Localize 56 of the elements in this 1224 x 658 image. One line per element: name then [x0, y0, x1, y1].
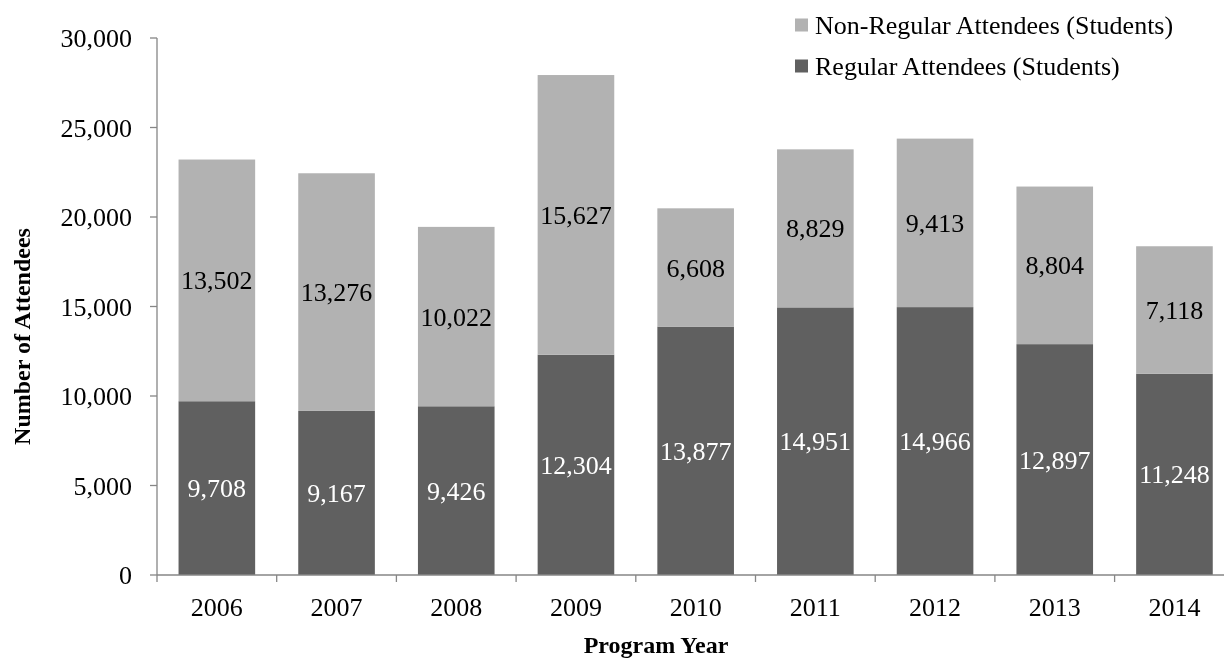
x-tick-label: 2008 — [430, 593, 483, 623]
y-tick-label: 0 — [119, 561, 132, 591]
bar — [417, 406, 495, 575]
data-label: 10,022 — [420, 302, 492, 332]
x-tick-label: 2006 — [190, 593, 243, 623]
data-label: 9,167 — [307, 479, 366, 509]
data-label: 13,276 — [300, 278, 373, 308]
data-label: 13,877 — [659, 436, 732, 466]
bar — [178, 159, 256, 402]
bar — [1136, 246, 1213, 374]
legend-label: Regular Attendees (Students) — [815, 52, 1120, 82]
data-label: 8,804 — [1025, 251, 1084, 281]
legend-label: Non-Regular Attendees (Students) — [815, 11, 1174, 41]
bar — [1016, 186, 1094, 345]
bar — [657, 208, 734, 327]
y-tick-label: 20,000 — [60, 203, 132, 233]
bar — [1136, 373, 1213, 575]
x-axis-title: Program Year — [583, 632, 729, 658]
data-label: 11,248 — [1139, 460, 1210, 490]
bar — [298, 173, 375, 411]
x-tick-label: 2013 — [1028, 593, 1081, 623]
data-label: 13,502 — [181, 266, 253, 296]
data-label: 12,897 — [1019, 445, 1091, 475]
y-tick-label: 15,000 — [60, 292, 132, 322]
bar — [537, 354, 615, 575]
y-tick-label: 10,000 — [60, 382, 132, 412]
data-label: 14,966 — [899, 427, 971, 457]
bar — [657, 326, 734, 575]
x-tick-label: 2009 — [549, 593, 602, 623]
bar — [1016, 344, 1094, 575]
y-tick-label: 30,000 — [60, 24, 132, 54]
x-tick-label: 2014 — [1148, 593, 1201, 623]
y-tick-label: 25,000 — [60, 113, 132, 143]
data-label: 9,413 — [905, 208, 965, 238]
data-label: 9,708 — [187, 474, 247, 504]
x-tick-label: 2010 — [669, 593, 722, 623]
bar — [537, 75, 615, 355]
data-label: 8,829 — [786, 214, 845, 244]
data-label: 7,118 — [1145, 296, 1204, 326]
x-tick-label: 2011 — [789, 593, 841, 623]
bar — [896, 307, 974, 575]
x-tick-label: 2012 — [909, 593, 962, 623]
bar — [896, 138, 974, 308]
y-tick-label: 5,000 — [73, 471, 132, 501]
bar — [777, 307, 854, 575]
data-label: 6,608 — [666, 253, 725, 283]
data-label: 15,627 — [540, 201, 612, 230]
bar — [298, 410, 375, 575]
data-label: 14,951 — [779, 427, 852, 457]
bar — [178, 401, 256, 575]
data-label: 9,426 — [427, 476, 486, 506]
x-tick-label: 2007 — [310, 593, 363, 623]
bar — [777, 149, 854, 308]
data-label: 12,304 — [540, 450, 612, 480]
bar — [417, 226, 495, 407]
y-axis-title: Number of Attendees — [9, 228, 36, 445]
